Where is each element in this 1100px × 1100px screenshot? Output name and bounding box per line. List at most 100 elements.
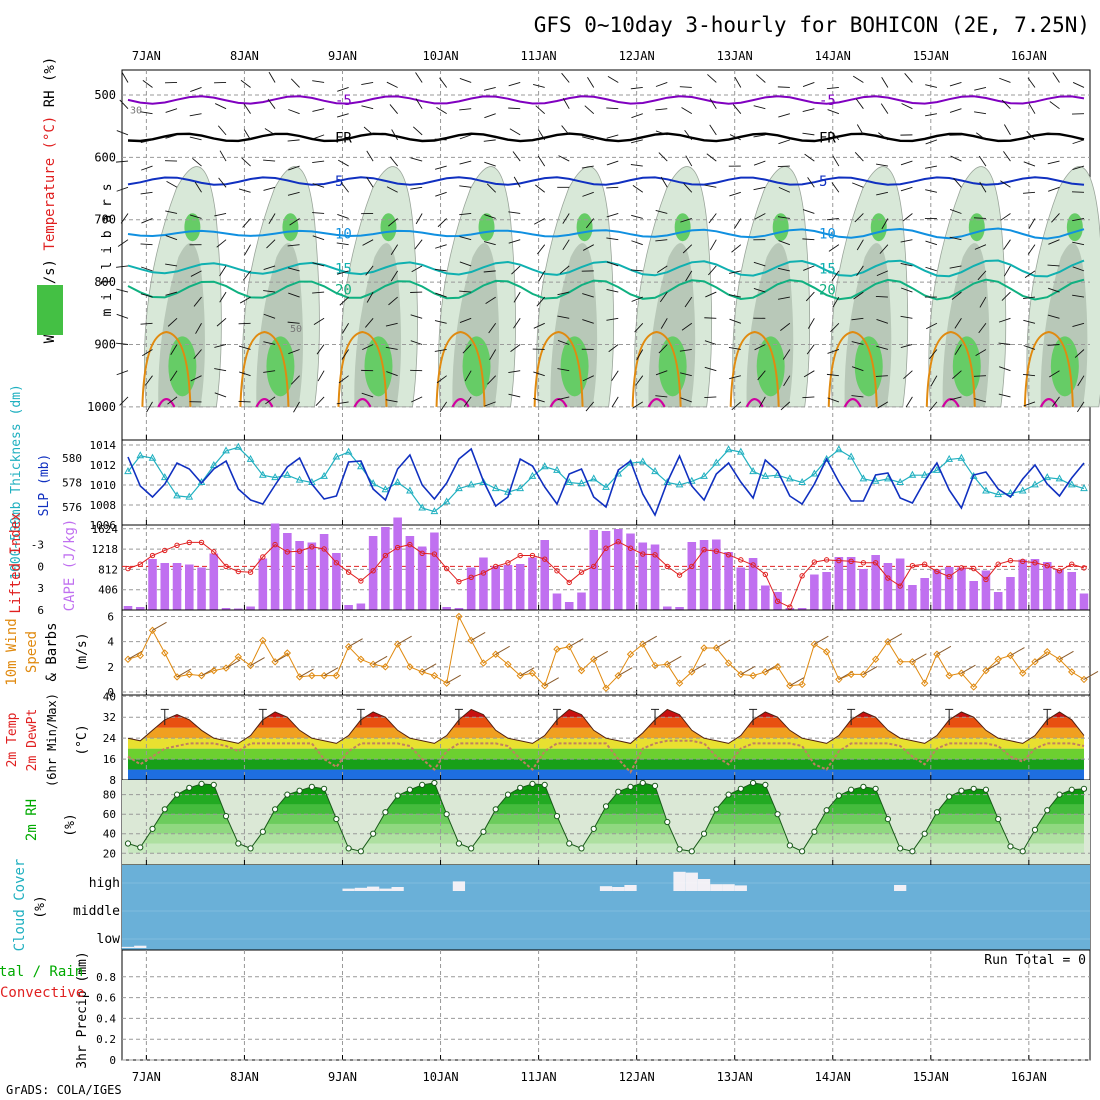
wind-barb <box>606 213 619 218</box>
cloud-bar <box>673 871 686 891</box>
rh-marker <box>848 786 855 793</box>
lifted-index-marker <box>198 539 205 546</box>
date-label-top: 9JAN <box>328 49 357 63</box>
wind-barb <box>930 375 938 387</box>
rh-marker <box>222 813 230 820</box>
wind-barb <box>606 317 619 321</box>
wind-barb <box>803 265 815 271</box>
wind-barb <box>165 108 178 113</box>
lifted-index-marker <box>627 545 634 551</box>
cape-bar <box>417 546 427 610</box>
wind-barb <box>268 213 276 225</box>
wind-barb <box>538 129 546 141</box>
wind-barb <box>434 165 447 170</box>
rh-marker <box>321 785 328 792</box>
rh-marker <box>835 792 842 799</box>
wind-barb <box>704 340 717 345</box>
lifted-index-marker <box>505 560 511 566</box>
wind-speed-marker <box>234 653 243 661</box>
rh-marker <box>737 785 744 792</box>
thickness-marker <box>810 469 819 477</box>
wind-barb <box>635 375 644 386</box>
pressure-tick-label: 600 <box>94 150 116 164</box>
precip-tick-label: 0.4 <box>96 1012 116 1025</box>
wind-barb <box>655 108 668 111</box>
slp-tick-label: 1008 <box>90 499 117 512</box>
wind-barb <box>386 81 398 88</box>
thickness-marker <box>957 453 966 461</box>
wind-barb <box>411 396 423 403</box>
thickness-marker <box>651 467 659 475</box>
wind-barb <box>557 339 570 345</box>
lifted-index-marker <box>247 569 254 575</box>
wind-barb <box>483 87 496 91</box>
dewpoint-line <box>127 739 1085 774</box>
wind-barb <box>1083 670 1099 680</box>
wind-barb <box>802 108 815 112</box>
lifted-index-marker <box>738 557 744 563</box>
date-label-bottom: 14JAN <box>815 1070 851 1084</box>
wind-barb <box>925 113 938 117</box>
cape-bar <box>160 563 170 610</box>
wind-barb <box>704 366 717 372</box>
hot-isotherm <box>451 398 470 408</box>
wind-barb <box>680 218 692 223</box>
rh-marker <box>1068 786 1075 793</box>
wind-barb <box>655 239 668 242</box>
wind-barb <box>436 375 447 384</box>
wind-barb <box>288 109 300 115</box>
thickness-marker <box>246 454 255 462</box>
wind-barb <box>243 103 251 114</box>
wind-barb <box>655 370 668 376</box>
wind-speed-marker <box>308 671 316 680</box>
wind-barb <box>925 240 938 246</box>
thickness-marker <box>982 486 990 494</box>
wind-barb <box>536 296 546 307</box>
thickness-marker <box>589 474 598 482</box>
wind-barb <box>1023 401 1036 407</box>
lifted-index-marker <box>480 570 487 576</box>
wind-barb <box>385 399 398 403</box>
wind-barb <box>634 322 644 333</box>
wind-barb <box>241 157 251 167</box>
cape-bar <box>969 581 978 610</box>
thickness-marker <box>577 479 586 487</box>
wind-barb <box>582 319 594 324</box>
wind-barb <box>519 667 535 677</box>
cape-bar <box>1018 559 1028 610</box>
thickness-marker <box>933 465 941 473</box>
cape-bar <box>675 607 684 610</box>
lifted-index-marker <box>689 563 695 570</box>
wind-barb <box>681 322 693 331</box>
wind-barb <box>290 78 300 88</box>
wind-barb <box>190 270 202 277</box>
isotherm-label: 15 <box>335 261 352 277</box>
lifted-index-marker <box>701 547 707 553</box>
wind-barb <box>856 239 864 251</box>
lifted-index-marker <box>995 561 1001 567</box>
wind-barb <box>704 184 717 188</box>
wind-speed-marker <box>185 670 193 679</box>
thickness-marker <box>822 454 831 462</box>
wind-barb <box>140 322 153 325</box>
wind-barb <box>900 263 913 267</box>
wind-barb <box>287 139 300 142</box>
wind-barb <box>685 155 693 167</box>
cape-bar <box>613 529 623 610</box>
lifted-index-marker <box>664 563 670 570</box>
wind-barb <box>734 76 742 88</box>
wind-barb <box>632 185 644 193</box>
wind-barb <box>802 132 815 136</box>
wind-barb <box>140 111 153 115</box>
hot-isotherm <box>1039 398 1058 408</box>
cape-bar <box>993 592 1003 610</box>
rh-band <box>128 843 1084 854</box>
wind-barb <box>561 125 570 136</box>
wind-barb <box>660 318 668 329</box>
wind-barb <box>557 396 570 401</box>
rh-band <box>128 814 1084 824</box>
wind-barb <box>1072 294 1085 298</box>
thickness-marker <box>516 484 525 492</box>
cape-bar <box>638 542 648 610</box>
wind-tick-label: 0 <box>107 686 114 699</box>
